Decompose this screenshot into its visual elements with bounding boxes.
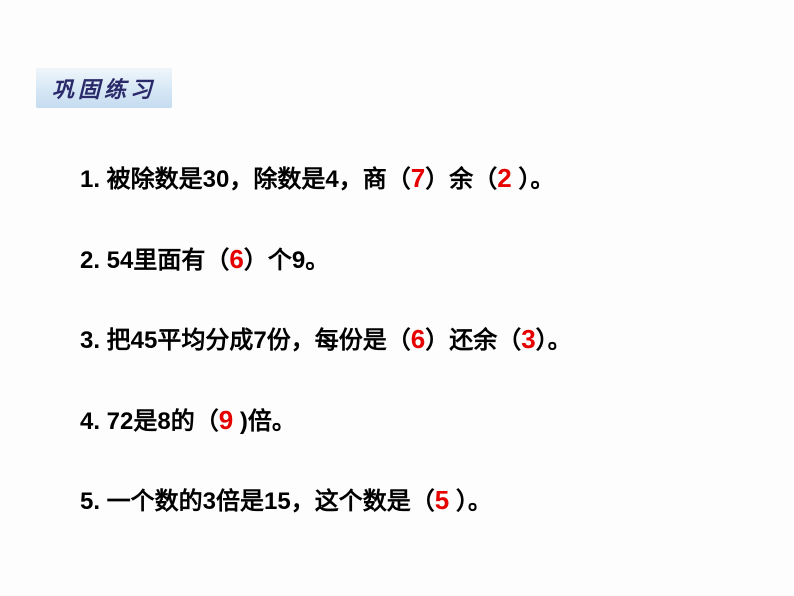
q1-text-1: 1. 被除数是30，除数是4，商（ xyxy=(80,166,411,193)
q1-answer-1: 7 xyxy=(411,160,425,196)
q1-text-3: ）。 xyxy=(512,166,555,193)
question-5: 5. 一个数的3倍是15，这个数是（5 ）。 xyxy=(80,482,734,519)
q2-text-1: 2. 54里面有（ xyxy=(80,247,229,274)
q5-text-1: 5. 一个数的3倍是15，这个数是（ xyxy=(80,488,435,515)
q2-text-2: ）个9。 xyxy=(244,247,329,274)
section-header-title: 巩固练习 xyxy=(52,77,156,102)
q3-text-2: ）还余（ xyxy=(425,327,521,354)
q5-answer-1: 5 xyxy=(435,482,449,518)
questions-container: 1. 被除数是30，除数是4，商（7）余（2 ）。 2. 54里面有（6）个9。… xyxy=(80,160,734,563)
q4-text-1: 4. 72是8的（ xyxy=(80,408,219,435)
q2-answer-1: 6 xyxy=(229,241,243,277)
question-3: 3. 把45平均分成7份，每份是（6）还余（3）。 xyxy=(80,321,734,358)
section-header-tab: 巩固练习 xyxy=(36,68,172,108)
question-2: 2. 54里面有（6）个9。 xyxy=(80,241,734,278)
q3-text-3: ）。 xyxy=(536,327,572,354)
q4-answer-1: 9 xyxy=(219,402,233,438)
question-4: 4. 72是8的（9 )倍。 xyxy=(80,402,734,439)
question-1: 1. 被除数是30，除数是4，商（7）余（2 ）。 xyxy=(80,160,734,197)
q4-text-2: )倍。 xyxy=(233,408,296,435)
q3-text-1: 3. 把45平均分成7份，每份是（ xyxy=(80,327,411,354)
q3-answer-2: 3 xyxy=(521,321,535,357)
q5-text-2: ）。 xyxy=(449,488,492,515)
q3-answer-1: 6 xyxy=(411,321,425,357)
q1-answer-2: 2 xyxy=(497,160,511,196)
q1-text-2: ）余（ xyxy=(425,166,497,193)
